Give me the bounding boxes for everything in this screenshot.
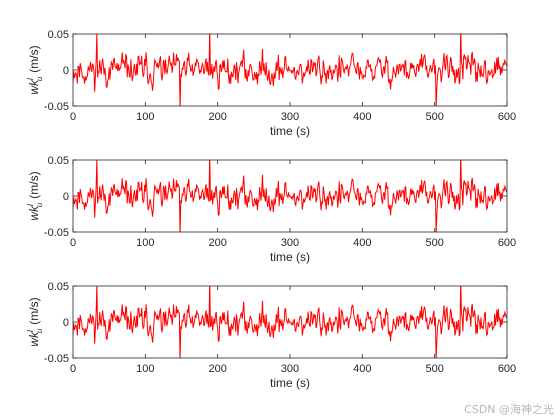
y-label-subscript: u (35, 202, 44, 207)
y-axis-label: wklu (m/s) (26, 297, 44, 346)
y-label-superscript: l (26, 204, 35, 206)
watermark: CSDN @海神之光 (464, 403, 554, 416)
y-label-unit: (m/s) (27, 45, 41, 72)
x-tick-label: 300 (281, 111, 299, 123)
x-tick-label: 400 (353, 111, 371, 123)
x-axis-label: time (s) (270, 376, 310, 390)
x-tick-label: 200 (208, 363, 226, 375)
x-tick-label: 400 (353, 237, 371, 249)
x-axis-label: time (s) (270, 124, 310, 138)
series-line (73, 286, 507, 358)
x-tick-label: 100 (136, 111, 154, 123)
x-tick-label: 600 (498, 111, 516, 123)
x-tick-label: 0 (70, 111, 76, 123)
y-label-superscript: l (26, 330, 35, 332)
x-tick-label: 500 (425, 237, 443, 249)
y-label-unit: (m/s) (27, 171, 41, 198)
x-tick-label: 300 (281, 363, 299, 375)
y-label-var: wk (27, 331, 41, 347)
y-tick-label: 0 (63, 65, 69, 77)
x-tick-label: 200 (208, 111, 226, 123)
y-tick-label: 0.05 (48, 155, 69, 167)
x-tick-label: 0 (70, 237, 76, 249)
x-tick-label: 500 (425, 111, 443, 123)
y-tick-label: -0.05 (44, 227, 69, 239)
x-tick-label: 0 (70, 363, 76, 375)
y-label-subscript: u (35, 76, 44, 81)
y-label-subscript: u (35, 328, 44, 333)
x-tick-label: 100 (136, 237, 154, 249)
x-tick-label: 500 (425, 363, 443, 375)
y-axis-label: wklu (m/s) (26, 45, 44, 94)
y-tick-label: -0.05 (44, 101, 69, 113)
y-tick-label: 0.05 (48, 281, 69, 293)
series-line (73, 160, 507, 232)
x-tick-label: 600 (498, 237, 516, 249)
y-tick-label: -0.05 (44, 353, 69, 365)
x-tick-label: 400 (353, 363, 371, 375)
y-axis-label: wklu (m/s) (26, 171, 44, 220)
y-label-var: wk (27, 79, 41, 95)
x-tick-label: 100 (136, 363, 154, 375)
y-label-var: wk (27, 205, 41, 221)
y-tick-label: 0 (63, 317, 69, 329)
x-axis-label: time (s) (270, 250, 310, 264)
y-tick-label: 0 (63, 191, 69, 203)
y-label-unit: (m/s) (27, 297, 41, 324)
x-tick-label: 200 (208, 237, 226, 249)
series-line (73, 34, 507, 106)
y-label-superscript: l (26, 78, 35, 80)
y-tick-label: 0.05 (48, 29, 69, 41)
x-tick-label: 300 (281, 237, 299, 249)
x-tick-label: 600 (498, 363, 516, 375)
